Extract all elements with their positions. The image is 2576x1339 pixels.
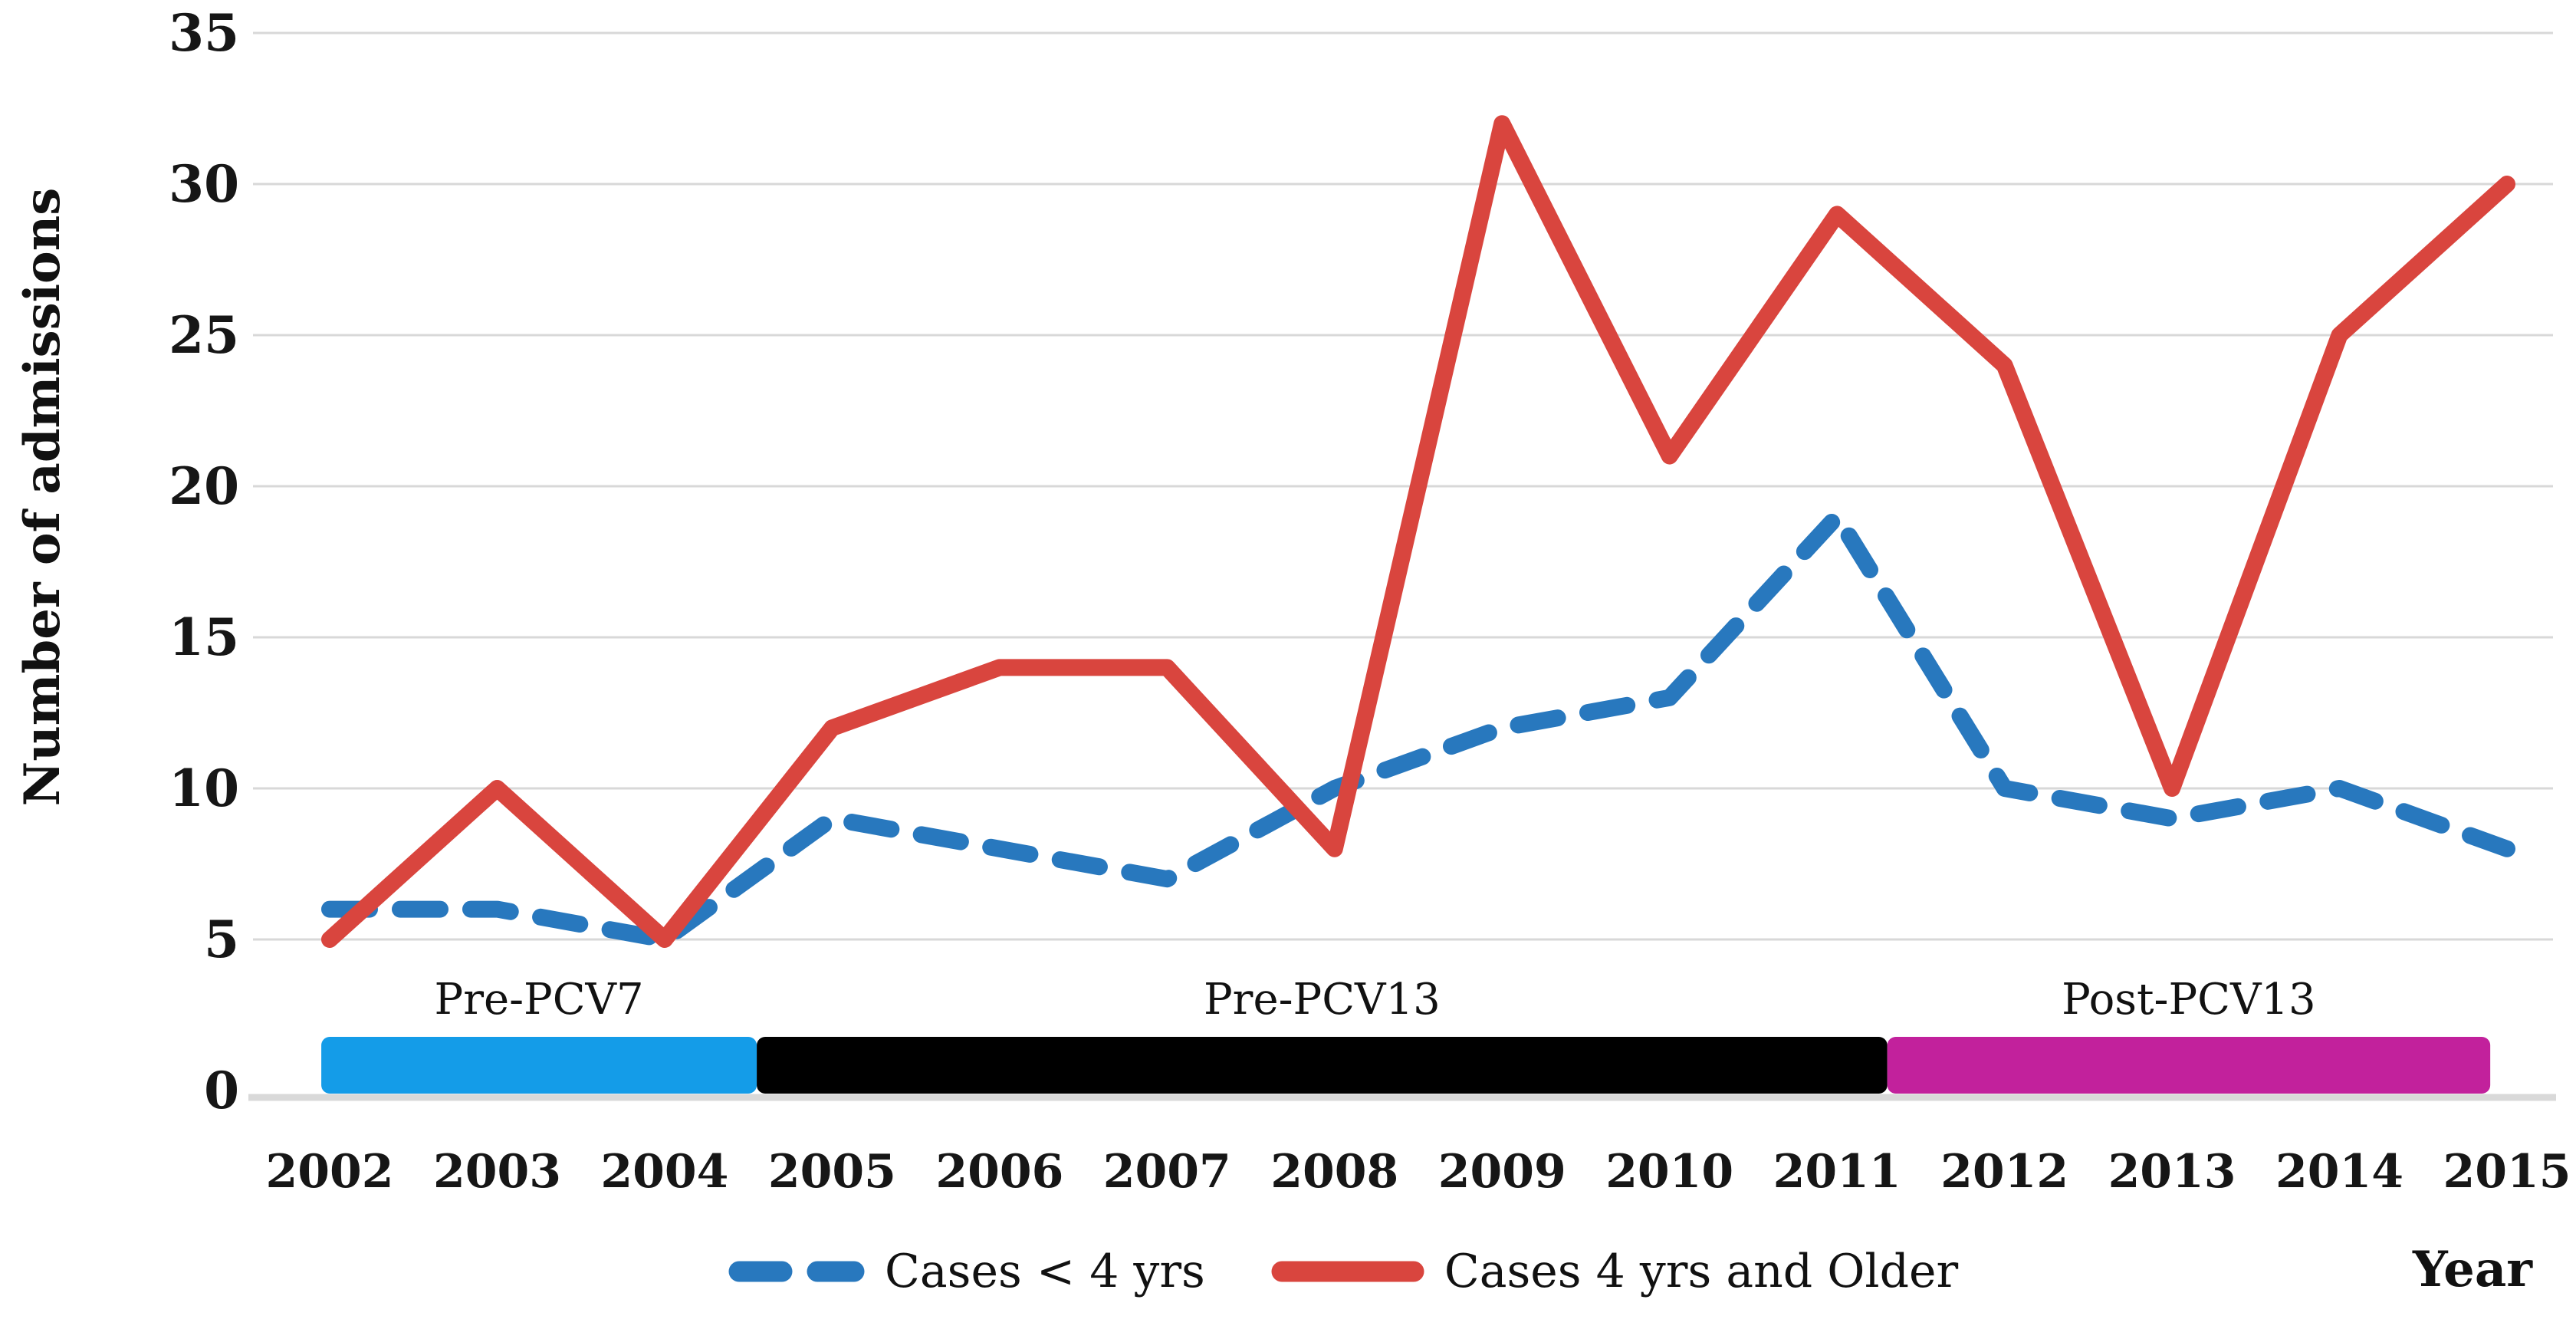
y-tick-label: 35 <box>169 3 239 63</box>
series-line-cases-4-and-older <box>321 115 2515 948</box>
legend-label-cases-under-4: Cases < 4 yrs <box>885 1245 1205 1298</box>
x-tick-label: 2005 <box>768 1145 896 1199</box>
x-tick-label: 2002 <box>266 1145 394 1199</box>
period-band <box>321 1037 757 1094</box>
x-axis-title: Year <box>2412 1241 2533 1298</box>
y-tick-label: 5 <box>204 910 239 969</box>
period-band-label: Post-PCV13 <box>2062 975 2316 1025</box>
x-tick-label: 2006 <box>935 1145 1063 1199</box>
x-tick-label: 2008 <box>1270 1145 1398 1199</box>
period-band <box>1887 1037 2491 1094</box>
x-tick-label: 2010 <box>1605 1145 1733 1199</box>
series-line-cases-under-4 <box>321 508 2515 948</box>
y-tick-label: 10 <box>169 758 239 818</box>
x-tick-label: 2015 <box>2443 1145 2571 1199</box>
period-band <box>757 1037 1888 1094</box>
x-tick-label: 2012 <box>1940 1145 2068 1199</box>
x-tick-label: 2014 <box>2275 1145 2404 1199</box>
y-tick-label: 30 <box>169 154 239 214</box>
legend-label-cases-4-and-older: Cases 4 yrs and Older <box>1444 1245 1959 1298</box>
x-tick-label: 2003 <box>433 1145 561 1199</box>
x-tick-label: 2011 <box>1773 1145 1901 1199</box>
legend-sample-solid-svg <box>1271 1261 1424 1282</box>
period-band-label: Pre-PCV7 <box>435 975 644 1025</box>
y-tick-label: 15 <box>169 607 239 667</box>
legend-sample-dashed-svg <box>728 1261 865 1282</box>
x-tick-label: 2009 <box>1438 1145 1566 1199</box>
legend-sample-cases-under-4 <box>727 1258 865 1285</box>
y-tick-label: 20 <box>169 456 239 516</box>
legend-sample-cases-4-and-older <box>1271 1258 1424 1285</box>
x-tick-label: 2007 <box>1103 1145 1231 1199</box>
y-tick-label: 25 <box>169 305 239 365</box>
x-tick-label: 2004 <box>600 1145 728 1199</box>
x-tick-label: 2013 <box>2108 1145 2236 1199</box>
legend: Cases < 4 yrs Cases 4 yrs and Older <box>727 1236 1958 1307</box>
period-band-label: Pre-PCV13 <box>1204 975 1441 1025</box>
y-tick-label: 0 <box>204 1061 239 1120</box>
